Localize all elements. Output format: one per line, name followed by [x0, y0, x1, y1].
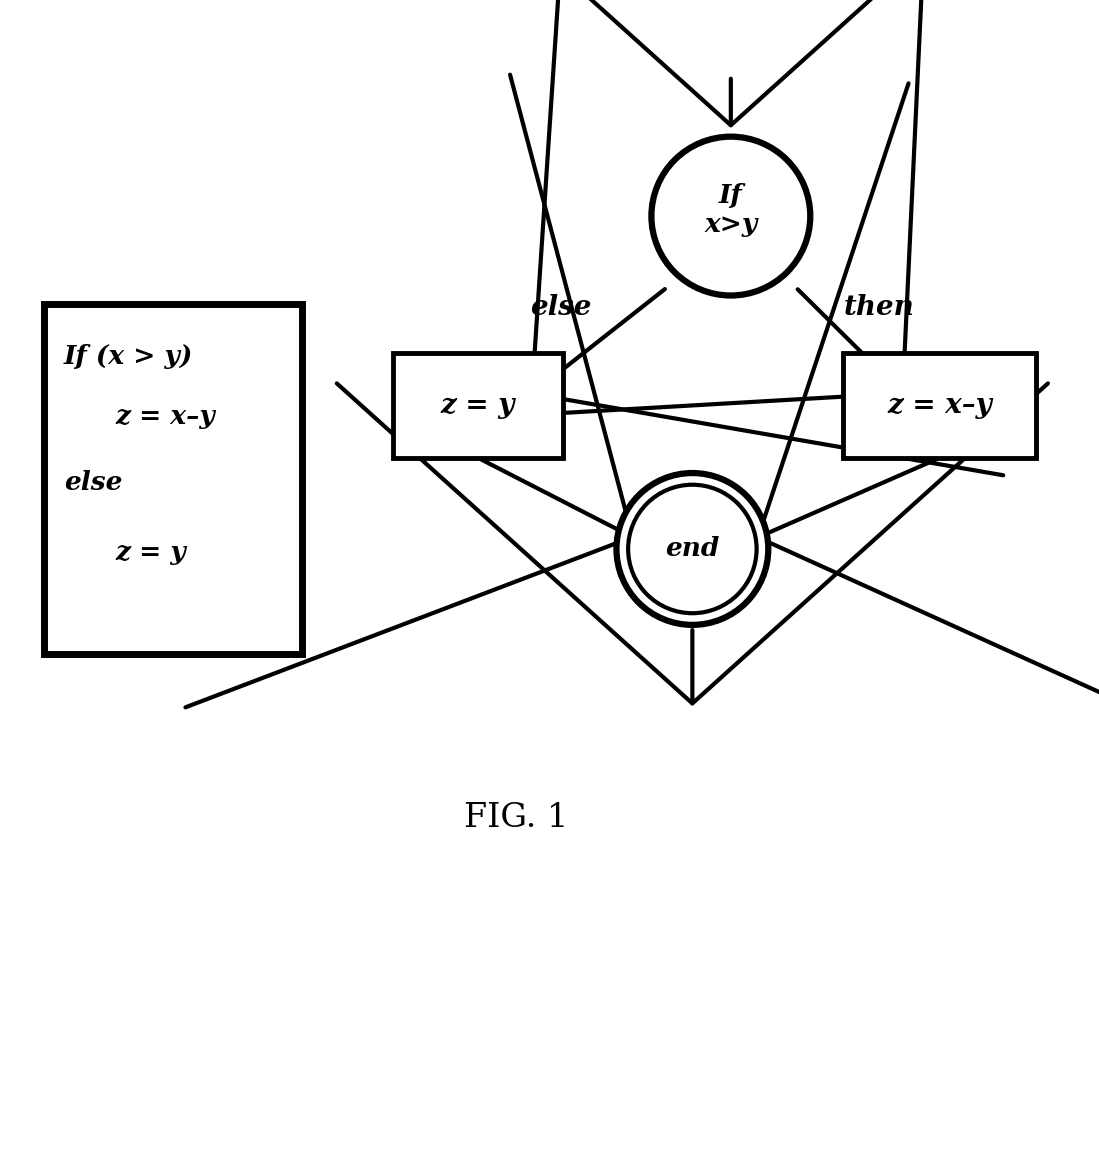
- Text: end: end: [665, 536, 720, 562]
- Text: z = y: z = y: [115, 540, 186, 565]
- Text: If
x>y: If x>y: [704, 183, 757, 237]
- Ellipse shape: [629, 485, 756, 613]
- Text: else: else: [530, 293, 591, 321]
- Text: z = y: z = y: [441, 391, 515, 419]
- Text: z = x–y: z = x–y: [115, 404, 215, 430]
- FancyBboxPatch shape: [393, 353, 563, 458]
- FancyBboxPatch shape: [844, 353, 1035, 458]
- Text: FIG. 1: FIG. 1: [465, 801, 568, 834]
- FancyBboxPatch shape: [44, 304, 302, 654]
- Text: then: then: [844, 293, 914, 321]
- Ellipse shape: [652, 137, 810, 296]
- Ellipse shape: [617, 473, 768, 625]
- Text: z = x–y: z = x–y: [887, 391, 992, 419]
- Text: else: else: [64, 470, 122, 495]
- Text: If (x > y): If (x > y): [64, 343, 193, 369]
